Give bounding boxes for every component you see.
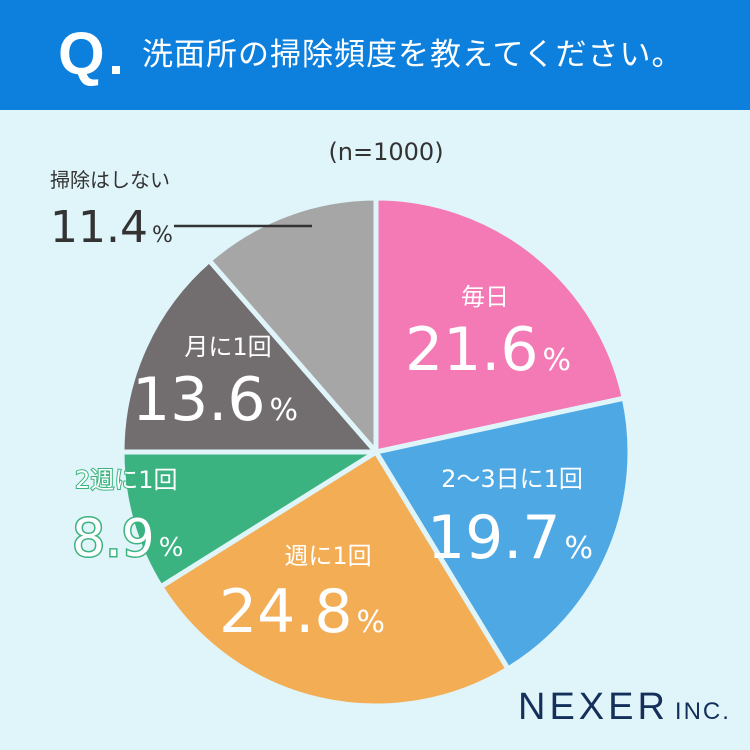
slice-category-label: 掃除はしない [50,168,170,192]
nexer-logo: NEXER INC. [518,686,731,729]
question-header: Q 洗面所の掃除頻度を教えてください。 [0,0,750,110]
slice-category-label: 2〜3日に1回 [441,465,583,493]
q-dot [112,66,120,74]
pie-slice-5 [206,195,379,455]
q-mark: Q [58,20,105,87]
pie-slice-1 [373,395,633,672]
logo-suffix: INC. [674,698,731,725]
slice-value-label: 8.9% [72,509,183,569]
slice-category-label: 2週に1回 [75,466,178,494]
slice-category-label: 月に1回 [184,333,271,361]
pie-slice-4 [119,257,379,455]
pie-slice-0 [373,195,627,455]
sample-size-label: (n=1000) [328,138,444,166]
pie-slice-3 [119,449,379,590]
pie-slice-2 [158,449,511,709]
logo-main: NEXER [518,686,669,728]
question-title: 洗面所の掃除頻度を教えてください。 [142,37,684,73]
slice-category-label: 週に1回 [284,542,371,570]
pie-slices [119,195,633,709]
slice-value-label: 19.7% [427,503,593,573]
slice-value-label: 11.4% [50,202,173,253]
slice-category-label: 毎日 [461,283,509,311]
